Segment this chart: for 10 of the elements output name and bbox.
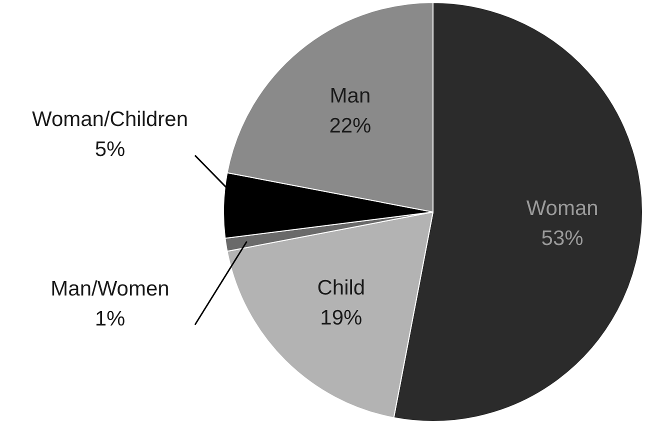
data-label: 22% <box>329 114 372 138</box>
slice-label: Man <box>330 84 371 108</box>
data-label: 53% <box>541 227 584 250</box>
slice-label: Child <box>317 276 366 300</box>
data-label: 1% <box>94 308 126 331</box>
slice-label: Man/Women <box>50 278 170 301</box>
data-label: 19% <box>320 306 362 330</box>
slice-label: Woman <box>526 197 598 220</box>
slice-label: Woman/Children <box>32 108 188 132</box>
data-label: 5% <box>94 138 126 162</box>
